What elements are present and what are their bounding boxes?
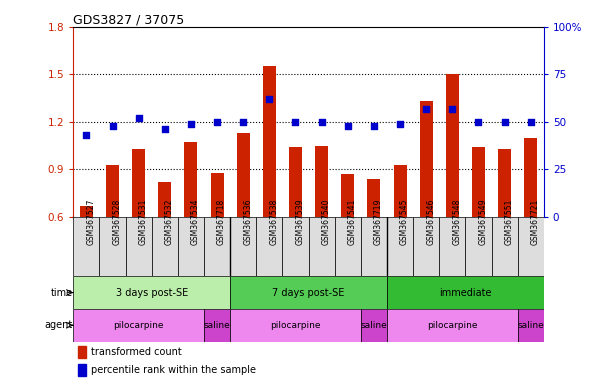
Text: GSM367546: GSM367546 (426, 199, 435, 245)
Point (500, 119, 510, 125)
Text: GSM367528: GSM367528 (112, 199, 122, 245)
Bar (80, 206, 93, 217)
Point (447, 106, 457, 112)
Bar (387, 276, 544, 309)
Text: 7 days post-SE: 7 days post-SE (273, 288, 345, 298)
Bar (73, 309, 204, 341)
Bar (387, 217, 413, 276)
Text: 3 days post-SE: 3 days post-SE (115, 288, 188, 298)
Bar (309, 217, 335, 276)
Bar (289, 147, 302, 217)
Text: pilocarpine: pilocarpine (270, 321, 321, 330)
Text: GSM367719: GSM367719 (374, 199, 383, 245)
Bar (518, 309, 544, 341)
Bar (211, 172, 224, 217)
Bar (152, 217, 178, 276)
Bar (367, 179, 381, 217)
Bar (78, 346, 87, 358)
Text: saline: saline (518, 321, 544, 330)
Text: agent: agent (45, 320, 73, 330)
Bar (178, 217, 204, 276)
Point (316, 119, 326, 125)
Text: GDS3827 / 37075: GDS3827 / 37075 (73, 14, 185, 27)
Bar (524, 138, 537, 217)
Text: pilocarpine: pilocarpine (114, 321, 164, 330)
Point (526, 119, 536, 125)
Bar (361, 217, 387, 276)
Bar (256, 217, 282, 276)
Bar (282, 217, 309, 276)
Bar (100, 217, 126, 276)
Bar (413, 217, 439, 276)
Text: GSM367531: GSM367531 (139, 199, 148, 245)
Text: time: time (51, 288, 73, 298)
Bar (73, 276, 230, 309)
Bar (230, 309, 361, 341)
Text: pilocarpine: pilocarpine (427, 321, 478, 330)
Text: GSM367538: GSM367538 (269, 199, 279, 245)
Bar (420, 101, 433, 217)
Text: GSM367549: GSM367549 (478, 199, 488, 245)
Bar (491, 217, 518, 276)
Bar (126, 217, 152, 276)
Bar (263, 66, 276, 217)
Text: GSM367551: GSM367551 (505, 199, 514, 245)
Text: transformed count: transformed count (91, 347, 182, 357)
Text: percentile rank within the sample: percentile rank within the sample (91, 365, 256, 375)
Point (134, 115, 144, 121)
Point (422, 106, 431, 112)
Text: GSM367541: GSM367541 (348, 199, 357, 245)
Text: saline: saline (203, 321, 230, 330)
Point (186, 121, 196, 127)
Bar (518, 217, 544, 276)
Bar (498, 149, 511, 217)
Point (369, 122, 379, 129)
Point (265, 96, 274, 102)
Bar (387, 309, 518, 341)
Text: GSM367536: GSM367536 (243, 199, 252, 245)
Bar (446, 74, 459, 217)
Point (81, 132, 91, 138)
Point (160, 126, 170, 132)
Text: GSM367532: GSM367532 (165, 199, 174, 245)
Bar (439, 217, 466, 276)
Text: GSM367540: GSM367540 (321, 199, 331, 245)
Text: GSM367545: GSM367545 (400, 199, 409, 245)
Point (395, 121, 405, 127)
Text: GSM367548: GSM367548 (452, 199, 461, 245)
Text: GSM367527: GSM367527 (86, 199, 95, 245)
Bar (230, 217, 256, 276)
Point (212, 119, 222, 125)
Bar (204, 309, 230, 341)
Bar (393, 165, 406, 217)
Bar (185, 142, 197, 217)
Point (108, 122, 117, 129)
Bar (236, 133, 250, 217)
Bar (230, 276, 387, 309)
Text: GSM367718: GSM367718 (217, 199, 226, 245)
Text: immediate: immediate (439, 288, 492, 298)
Bar (361, 309, 387, 341)
Bar (132, 149, 145, 217)
Point (291, 119, 301, 125)
Bar (158, 182, 171, 217)
Bar (73, 217, 100, 276)
Point (343, 122, 353, 129)
Text: saline: saline (360, 321, 387, 330)
Bar (466, 217, 491, 276)
Bar (335, 217, 361, 276)
Bar (341, 174, 354, 217)
Text: GSM367534: GSM367534 (191, 199, 200, 245)
Bar (315, 146, 328, 217)
Point (238, 119, 248, 125)
Text: GSM367721: GSM367721 (531, 199, 540, 245)
Point (474, 119, 483, 125)
Bar (472, 147, 485, 217)
Bar (204, 217, 230, 276)
Text: GSM367539: GSM367539 (296, 199, 304, 245)
Bar (78, 364, 87, 376)
Bar (106, 165, 119, 217)
